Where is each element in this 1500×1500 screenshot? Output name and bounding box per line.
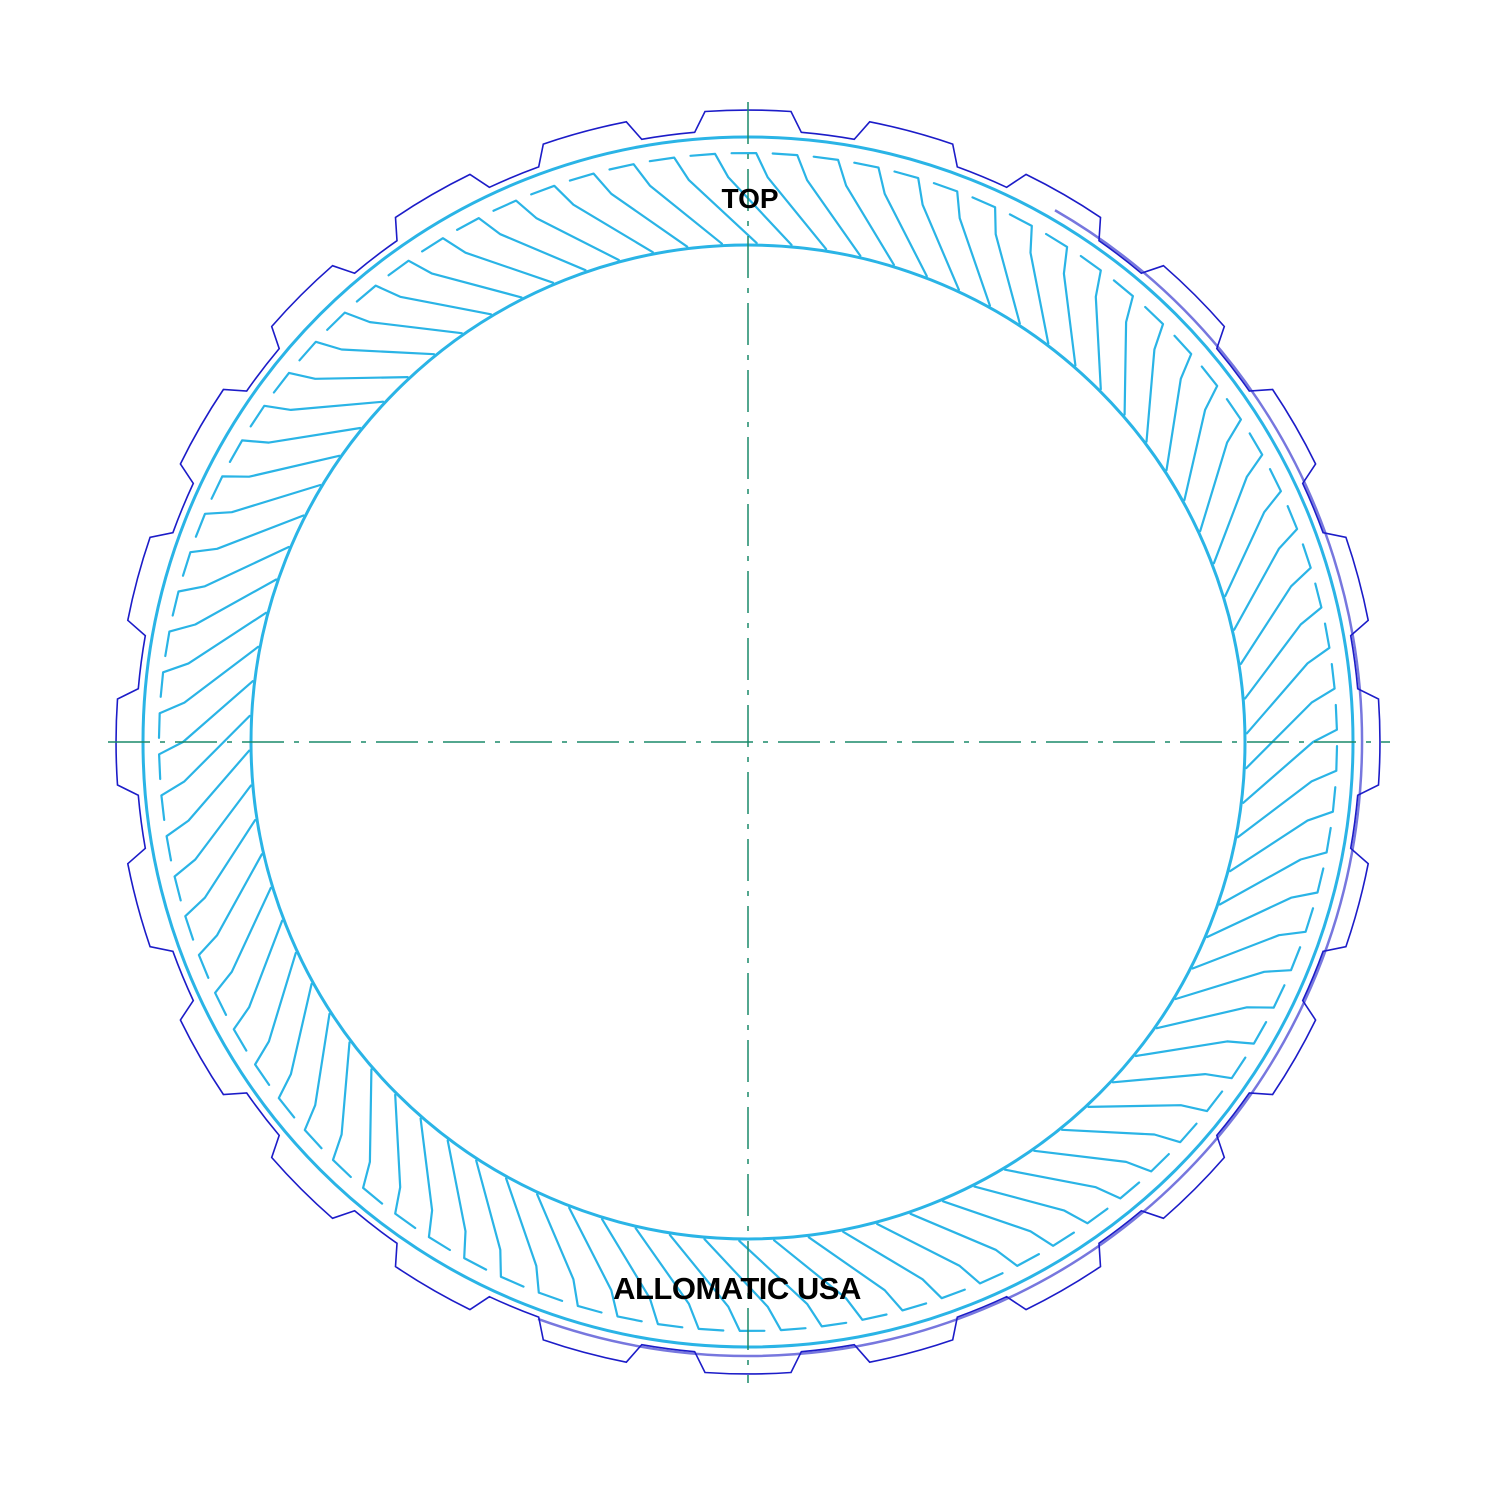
groove-line xyxy=(446,1139,488,1271)
groove-line xyxy=(1111,1056,1247,1084)
groove-line xyxy=(909,1212,1040,1267)
groove-line xyxy=(505,1177,564,1302)
groove-line xyxy=(171,545,290,617)
groove-line xyxy=(456,217,587,272)
groove-line xyxy=(228,426,362,463)
groove-line xyxy=(164,578,278,658)
groove-line xyxy=(536,1193,603,1314)
groove-line xyxy=(387,259,523,299)
groove-line xyxy=(303,1012,331,1150)
groove-line xyxy=(181,514,305,577)
groove-line xyxy=(568,172,689,248)
groove-line xyxy=(932,182,991,307)
groove-line xyxy=(568,1206,643,1323)
outer-tab-profile xyxy=(115,109,1381,1375)
groove-line xyxy=(421,237,555,284)
groove-line xyxy=(601,1218,684,1329)
groove-line xyxy=(1045,232,1077,367)
groove-line xyxy=(232,919,284,1052)
groove-line xyxy=(1003,1168,1141,1200)
groove-line xyxy=(738,1239,848,1328)
groove-line xyxy=(1079,254,1102,391)
groove-line xyxy=(773,1239,888,1321)
groove-line xyxy=(194,483,322,538)
groove-line xyxy=(475,1159,525,1288)
groove-line xyxy=(530,184,654,254)
outer-profile xyxy=(115,109,1381,1375)
groove-line xyxy=(1183,365,1219,502)
groove-line xyxy=(668,1233,766,1332)
groove-line xyxy=(160,714,251,821)
groove-line xyxy=(157,645,260,739)
groove-line xyxy=(893,170,960,291)
groove-line xyxy=(249,400,385,428)
groove-line xyxy=(165,749,251,862)
groove-line xyxy=(853,161,928,278)
groove-line xyxy=(214,886,272,1016)
groove-line xyxy=(771,152,862,257)
groove-line xyxy=(1033,1149,1170,1173)
groove-line xyxy=(608,163,723,245)
groove-line xyxy=(941,1200,1075,1247)
groove-line xyxy=(971,196,1021,325)
groove-line xyxy=(1233,505,1299,631)
groove-line xyxy=(1199,398,1242,533)
groove-line xyxy=(197,853,263,979)
groove-line xyxy=(1008,213,1050,345)
top-label: TOP xyxy=(721,183,778,214)
groove-line xyxy=(419,1117,451,1252)
groove-line xyxy=(184,819,257,941)
groove-line xyxy=(1155,984,1286,1030)
groove-line xyxy=(1245,622,1331,735)
groove-line xyxy=(1224,468,1282,598)
groove-line xyxy=(1174,946,1302,1001)
groove-line xyxy=(1245,663,1336,770)
groove-line xyxy=(326,311,463,335)
groove-line xyxy=(1112,279,1134,416)
groove-line xyxy=(492,199,620,262)
groove-line xyxy=(362,1068,384,1205)
groove-line xyxy=(1228,786,1337,873)
groove-line xyxy=(1236,745,1339,839)
groove-line xyxy=(298,340,436,362)
groove-line xyxy=(730,152,828,251)
groove-line xyxy=(703,1238,807,1332)
groove-line xyxy=(689,152,793,246)
maker-label: ALLOMATIC USA xyxy=(613,1271,861,1306)
groove-line xyxy=(394,1093,417,1230)
groove-line xyxy=(1134,1021,1268,1058)
groove-line xyxy=(1242,703,1338,804)
groove-line xyxy=(331,1041,352,1179)
groove-line xyxy=(355,284,493,316)
groove-line xyxy=(876,1222,1004,1285)
groove-line xyxy=(173,784,252,902)
groove-line xyxy=(1191,907,1315,970)
groove-line xyxy=(1087,1090,1224,1113)
groove-line xyxy=(634,1227,725,1332)
groove-line xyxy=(1244,582,1323,700)
outer-edge-shading xyxy=(537,209,1364,1358)
centerline-cross xyxy=(108,102,1390,1383)
groove-line xyxy=(1060,1122,1198,1144)
groove-line xyxy=(210,454,341,500)
groove-line xyxy=(159,611,268,698)
groove-line xyxy=(1239,543,1312,665)
groove-line xyxy=(812,155,895,266)
groove-line xyxy=(1144,305,1165,443)
groove-line xyxy=(1218,826,1332,906)
groove-line xyxy=(1165,334,1193,472)
groove-line xyxy=(277,982,313,1119)
groove-line xyxy=(254,951,297,1086)
groove-line xyxy=(842,1230,966,1300)
groove-line xyxy=(272,371,409,394)
groove-line xyxy=(648,156,758,245)
groove-line xyxy=(1212,432,1264,565)
friction-ring xyxy=(141,135,1355,1349)
groove-line xyxy=(1206,867,1325,939)
groove-line xyxy=(807,1236,928,1312)
groove-line xyxy=(158,680,254,781)
groove-line xyxy=(973,1185,1109,1225)
